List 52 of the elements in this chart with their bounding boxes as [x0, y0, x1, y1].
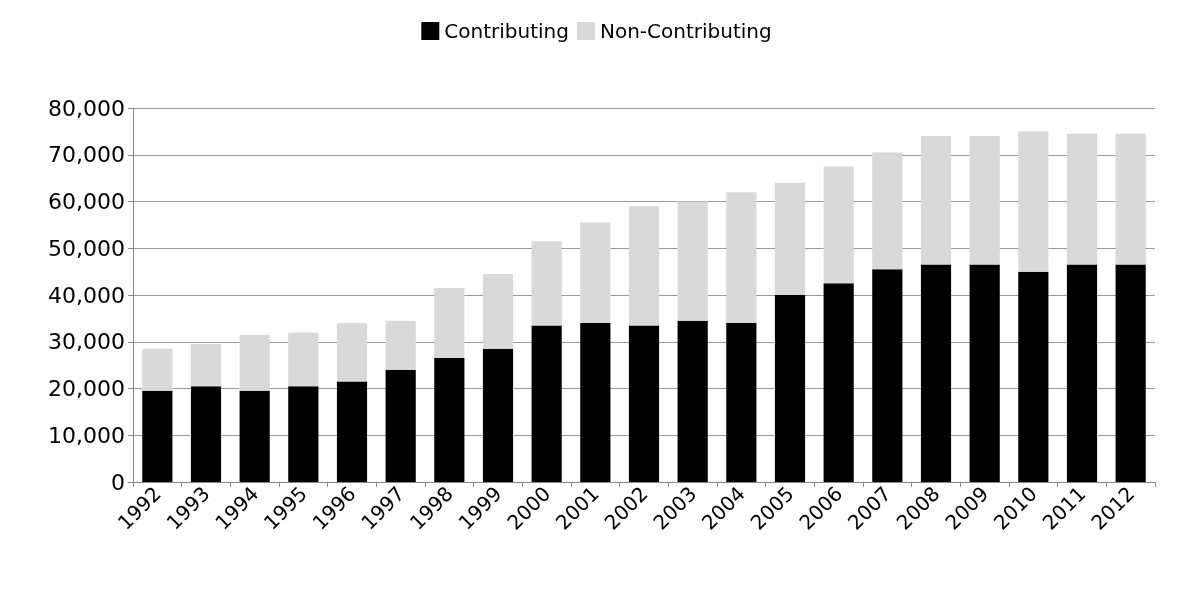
bar	[190, 386, 222, 482]
bar	[239, 334, 270, 391]
y-tick-label: 20,000	[48, 376, 125, 401]
y-tick-label: 30,000	[48, 329, 125, 355]
bar	[969, 136, 1000, 265]
y-tick-label: 60,000	[48, 189, 125, 214]
bar	[969, 264, 1000, 482]
bar	[190, 344, 222, 387]
bar	[1115, 133, 1146, 265]
bar	[1066, 264, 1098, 482]
bar	[1018, 271, 1049, 482]
bar	[677, 320, 708, 482]
bar	[434, 287, 465, 359]
bar	[774, 295, 806, 482]
bar	[1066, 133, 1098, 265]
bar	[726, 323, 757, 482]
y-tick-label: 80,000	[48, 95, 125, 121]
legend-label: Non-Contributing	[599, 19, 772, 43]
bar	[531, 325, 562, 482]
bar	[336, 381, 368, 482]
y-tick-label: 40,000	[48, 282, 125, 308]
bar	[142, 390, 173, 482]
bar	[434, 358, 465, 482]
bar	[142, 348, 173, 391]
bar	[385, 320, 416, 370]
bar	[823, 166, 854, 284]
bar	[385, 369, 416, 482]
bar	[288, 386, 319, 482]
bar	[628, 325, 660, 482]
bar	[531, 241, 562, 326]
bar	[482, 273, 514, 349]
bar	[239, 390, 270, 482]
bar	[774, 182, 806, 295]
bar	[580, 222, 611, 324]
bar	[726, 192, 757, 324]
bar	[872, 152, 903, 270]
bar	[628, 206, 660, 326]
y-tick-label: 70,000	[48, 142, 125, 168]
bar	[677, 201, 708, 321]
bar	[1115, 264, 1146, 482]
y-tick-label: 10,000	[48, 422, 125, 448]
bar	[920, 136, 952, 265]
bar	[1018, 131, 1049, 272]
bar	[823, 283, 854, 482]
y-tick-label: 50,000	[48, 235, 125, 261]
bar	[580, 323, 611, 482]
legend-label: Contributing	[444, 19, 569, 43]
bar	[872, 269, 903, 482]
bar	[482, 348, 514, 482]
bar	[288, 332, 319, 387]
bar	[336, 323, 368, 382]
bar	[920, 264, 952, 482]
